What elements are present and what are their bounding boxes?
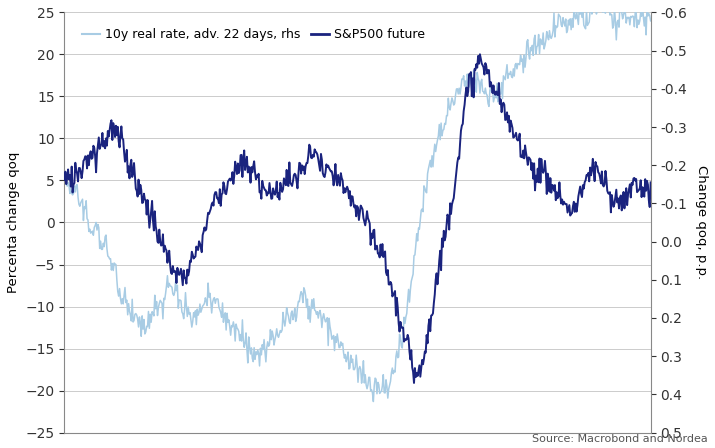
Legend: 10y real rate, adv. 22 days, rhs, S&P500 future: 10y real rate, adv. 22 days, rhs, S&P500… [77, 23, 430, 46]
Y-axis label: Change qoq, p.p.: Change qoq, p.p. [695, 165, 708, 280]
Text: Source: Macrobond and Nordea: Source: Macrobond and Nordea [532, 434, 708, 444]
Y-axis label: Percenta change qoq: Percenta change qoq [7, 152, 20, 293]
